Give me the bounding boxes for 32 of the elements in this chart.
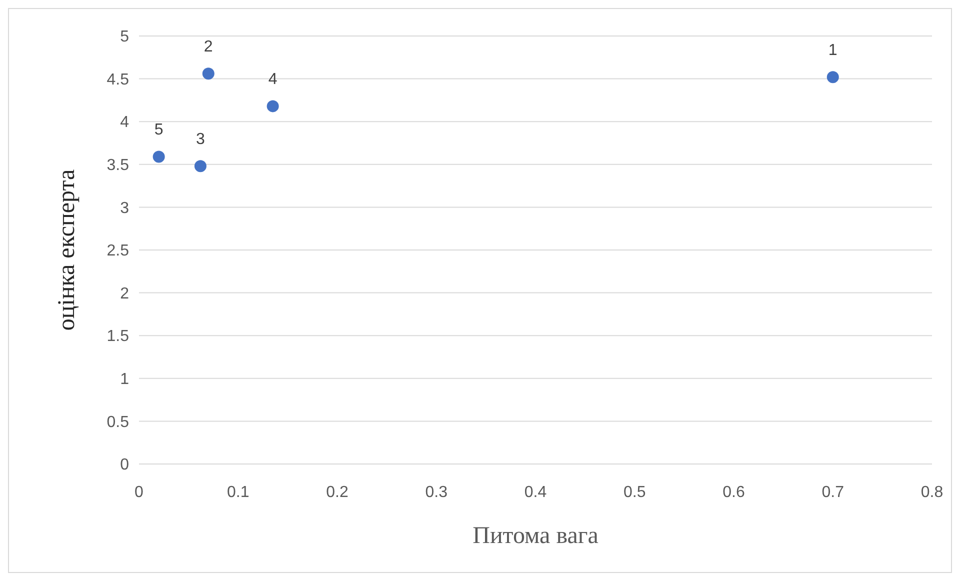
y-tick-label: 3.5 bbox=[106, 157, 130, 174]
point bbox=[194, 160, 206, 172]
x-tick-label: 0.7 bbox=[822, 484, 844, 501]
y-tick-label: 4.5 bbox=[106, 71, 130, 88]
y-tick-label: 0.5 bbox=[106, 414, 130, 431]
x-tick-label: 0 bbox=[134, 484, 144, 501]
annotation: 2 bbox=[204, 38, 213, 56]
x-tick-label: 0.3 bbox=[425, 484, 448, 501]
x-tick-label: 0.6 bbox=[722, 484, 745, 501]
annotation: 4 bbox=[268, 71, 278, 88]
y-tick-label: 4 bbox=[120, 114, 130, 132]
y-tick-label: 5 bbox=[120, 28, 130, 46]
x-axis-title: Питома вага bbox=[472, 523, 599, 549]
x-tick-label: 0.8 bbox=[920, 484, 944, 501]
y-tick-label: 2 bbox=[120, 285, 130, 302]
point bbox=[826, 71, 839, 84]
y-axis-title: оцінка експерта bbox=[54, 169, 80, 331]
y-tick-label: 3 bbox=[120, 200, 130, 217]
point bbox=[266, 100, 279, 112]
y-tick-label: 0 bbox=[120, 456, 130, 474]
point bbox=[202, 68, 214, 80]
x-tick-label: 0.5 bbox=[624, 484, 646, 501]
y-tick-label: 2.5 bbox=[106, 242, 130, 260]
annotation: 3 bbox=[196, 131, 206, 148]
x-tick-label: 0.1 bbox=[227, 484, 250, 501]
x-tick-label: 0.2 bbox=[326, 484, 348, 501]
y-tick-label: 1 bbox=[120, 371, 130, 388]
annotation: 1 bbox=[828, 42, 838, 60]
point bbox=[152, 150, 165, 163]
x-tick-label: 0.4 bbox=[524, 484, 547, 501]
y-tick-label: 1.5 bbox=[106, 328, 130, 346]
annotation: 5 bbox=[154, 122, 164, 139]
